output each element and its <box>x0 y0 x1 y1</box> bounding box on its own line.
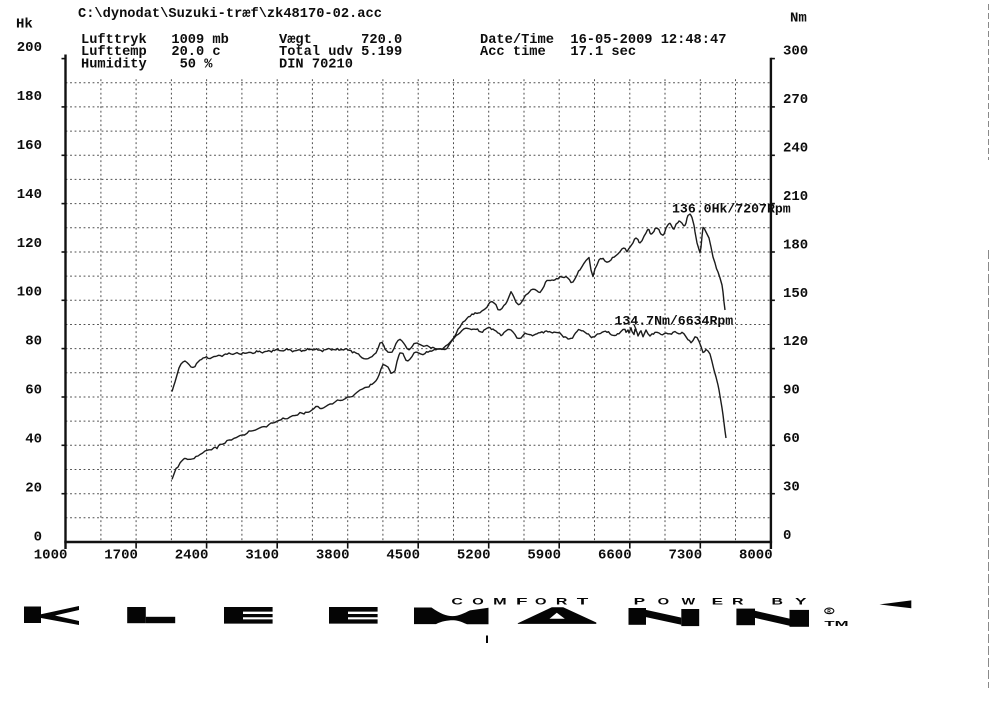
svg-text:R: R <box>827 609 831 615</box>
svg-text:Lufttryk 1009 mb: Lufttryk 1009 mb <box>81 33 229 48</box>
svg-text:240: 240 <box>783 141 808 157</box>
svg-text:136.0Hk/7207Rpm: 136.0Hk/7207Rpm <box>672 202 791 217</box>
svg-text:R: R <box>732 597 744 607</box>
svg-text:Hk: Hk <box>16 17 33 33</box>
svg-text:E: E <box>712 597 724 607</box>
svg-text:O: O <box>472 597 484 607</box>
svg-text:O: O <box>535 597 547 607</box>
svg-text:Vægt 720.0: Vægt 720.0 <box>279 33 402 48</box>
svg-text:4500: 4500 <box>386 548 420 564</box>
svg-text:P: P <box>634 597 646 607</box>
svg-text:40: 40 <box>25 432 42 448</box>
svg-text:150: 150 <box>783 286 808 302</box>
svg-text:W: W <box>682 597 696 607</box>
svg-text:Acc time 17.1 sec: Acc time 17.1 sec <box>480 45 636 60</box>
svg-text:Lufttemp 20.0 c: Lufttemp 20.0 c <box>81 45 221 60</box>
svg-text:0: 0 <box>783 528 791 544</box>
svg-text:300: 300 <box>783 44 808 60</box>
svg-text:1000: 1000 <box>34 548 68 564</box>
svg-text:DIN 70210: DIN 70210 <box>279 58 353 73</box>
svg-text:30: 30 <box>783 480 800 496</box>
svg-text:3800: 3800 <box>316 548 350 564</box>
svg-text:140: 140 <box>17 187 42 203</box>
svg-text:7300: 7300 <box>668 548 702 564</box>
svg-text:180: 180 <box>783 237 808 253</box>
svg-text:90: 90 <box>783 383 800 399</box>
svg-text:B: B <box>772 597 784 607</box>
svg-text:200: 200 <box>17 40 42 56</box>
svg-text:0: 0 <box>34 529 42 545</box>
svg-text:5900: 5900 <box>527 548 561 564</box>
svg-text:210: 210 <box>783 189 808 205</box>
svg-text:5200: 5200 <box>457 548 491 564</box>
svg-text:Humidity 50 %: Humidity 50 % <box>81 58 213 73</box>
svg-text:134.7Nm/6634Rpm: 134.7Nm/6634Rpm <box>615 313 734 328</box>
svg-text:160: 160 <box>17 138 42 154</box>
svg-text:2400: 2400 <box>175 548 209 564</box>
svg-text:270: 270 <box>783 92 808 108</box>
svg-text:C: C <box>451 597 463 607</box>
svg-text:C:\dynodat\Suzuki-træf\zk48170: C:\dynodat\Suzuki-træf\zk48170-02.acc <box>78 7 382 22</box>
svg-text:6600: 6600 <box>598 548 632 564</box>
svg-text:Total udv 5.199: Total udv 5.199 <box>279 45 402 60</box>
svg-text:80: 80 <box>25 334 42 350</box>
svg-text:M: M <box>493 597 507 607</box>
svg-text:8000: 8000 <box>739 548 773 564</box>
svg-text:180: 180 <box>17 89 42 105</box>
svg-text:O: O <box>658 597 670 607</box>
svg-text:Date/Time 16-05-2009 12:48:47: Date/Time 16-05-2009 12:48:47 <box>480 33 726 48</box>
svg-text:60: 60 <box>25 383 42 399</box>
svg-text:60: 60 <box>783 431 800 447</box>
svg-text:120: 120 <box>17 236 42 252</box>
svg-text:1700: 1700 <box>104 548 138 564</box>
svg-text:T: T <box>577 597 590 607</box>
svg-text:Y: Y <box>795 597 807 607</box>
svg-text:100: 100 <box>17 285 42 301</box>
svg-text:R: R <box>556 597 568 607</box>
svg-text:Nm: Nm <box>790 11 807 27</box>
svg-text:TM: TM <box>824 619 848 628</box>
svg-text:20: 20 <box>25 481 42 497</box>
svg-text:120: 120 <box>783 334 808 350</box>
svg-text:3100: 3100 <box>245 548 279 564</box>
svg-text:F: F <box>516 597 529 607</box>
